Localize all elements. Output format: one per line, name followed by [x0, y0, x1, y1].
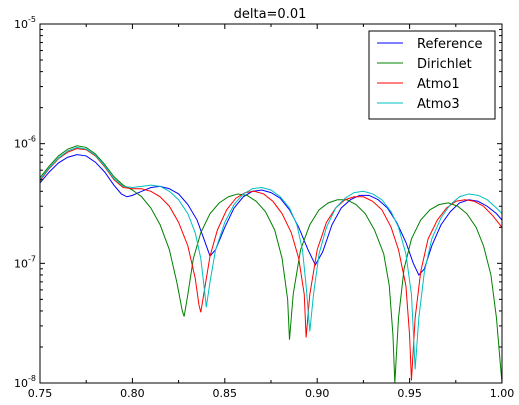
y-tick-label: 10-6	[14, 135, 36, 151]
legend-label: Dirichlet	[417, 57, 472, 72]
legend: Reference Dirichlet Atmo1 Atmo3	[368, 30, 496, 120]
series-line-atmo1	[40, 148, 502, 381]
axes-layer: 0.75 0.80 0.85 0.90 0.95 1.00 10-8 10-7 10-6 10-5	[14, 15, 514, 400]
x-tick-label: 0.75	[28, 387, 53, 400]
x-tick-label: 1.00	[490, 387, 515, 400]
x-tick-label: 0.90	[305, 387, 330, 400]
legend-label: Reference	[417, 37, 482, 52]
x-tick-label: 0.95	[397, 387, 422, 400]
legend-label: Atmo3	[417, 97, 460, 112]
legend-box	[368, 30, 496, 120]
y-tick-label: 10-7	[14, 254, 36, 270]
series-line-dirichlet	[40, 145, 502, 383]
x-tick-label: 0.85	[213, 387, 238, 400]
series-line-atmo3	[40, 146, 502, 370]
legend-label: Atmo1	[417, 77, 460, 92]
chart-title: delta=0.01	[234, 7, 307, 22]
series-layer	[40, 145, 502, 383]
series-line-reference	[40, 154, 502, 276]
x-tick-label: 0.80	[120, 387, 145, 400]
y-tick-label: 10-8	[14, 374, 36, 390]
y-tick-label: 10-5	[14, 15, 36, 31]
